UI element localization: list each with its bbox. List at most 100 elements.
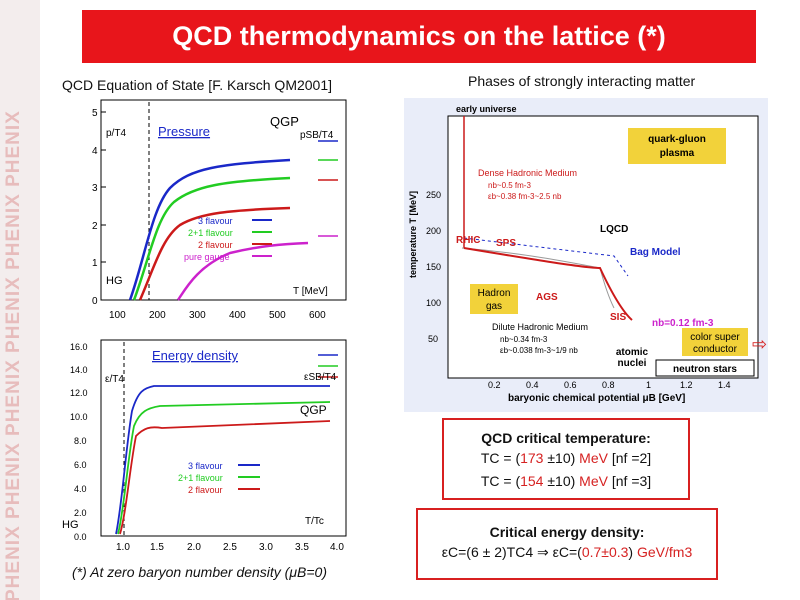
pressure-y-tick: 1	[92, 258, 98, 269]
lqcd-label: LQCD	[600, 224, 628, 235]
early-universe-label: early universe	[456, 104, 517, 114]
color-super-box	[682, 328, 748, 356]
ec-formula: εC=(6 ± 2)TC4 ⇒ εC=(0.7±0.3) GeV/fm3	[418, 544, 716, 561]
phase-x-tick: 0.4	[526, 380, 539, 390]
energy-curve-21flavour	[117, 401, 331, 535]
phase-x-tick: 0.2	[488, 380, 501, 390]
phase-diagram: quark-gluon plasma early universe Dense …	[404, 98, 768, 412]
energy-x-tick: 1.5	[150, 542, 164, 553]
energy-x-tick: 1.0	[116, 542, 130, 553]
side-watermark-strip: PHENIX PHENIX PHENIX PHENIX PHENIX PHENI…	[0, 0, 40, 600]
energy-plot: 0.0 2.0 4.0 6.0 8.0 10.0 12.0 14.0 16.0 …	[62, 339, 347, 553]
energy-ylabel: ε/T4	[105, 374, 124, 385]
right-arrow-icon: ⇨	[752, 334, 768, 354]
pressure-x-tick: 400	[229, 310, 246, 321]
phase-y-tick: 50	[428, 334, 438, 344]
tc1-err: ±10)	[543, 450, 580, 466]
qgp-box-line1: quark-gluon	[648, 134, 706, 145]
pressure-frame	[100, 99, 347, 301]
energy-y-tick: 2.0	[74, 508, 87, 518]
eos-caption: QCD Equation of State [F. Karsch QM2001]	[62, 77, 333, 93]
hadron-gas-line1: Hadron	[478, 288, 511, 299]
bag-model-curve	[463, 237, 629, 277]
pressure-qgp-label: QGP	[270, 114, 299, 129]
energy-hg-label: HG	[62, 519, 79, 531]
energy-legend: 3 flavour 2+1 flavour 2 flavour	[178, 461, 260, 495]
tc-heading: QCD critical temperature:	[481, 430, 651, 446]
phase-x-tick: 1	[646, 380, 651, 390]
energy-curve-3flavour	[115, 385, 330, 535]
color-super-line1: color super	[690, 332, 740, 343]
phenix-watermark: PHENIX PHENIX PHENIX PHENIX PHENIX PHENI…	[3, 110, 24, 600]
phase-y-tick: 150	[426, 262, 441, 272]
energy-legend-21: 2+1 flavour	[178, 473, 223, 483]
energy-legend-3: 3 flavour	[188, 461, 223, 471]
pressure-legend: 3 flavour 2+1 flavour 2 flavour pure gau…	[184, 216, 272, 262]
tc-line-nf3: TC = (154 ±10) MeV [nf =3]	[444, 473, 688, 489]
neutron-stars-box	[655, 359, 755, 377]
tc2-value: 154	[520, 473, 544, 489]
pressure-y-tick: 5	[92, 108, 98, 119]
phase-x-tick: 0.8	[602, 380, 615, 390]
energy-title: Energy density	[152, 348, 238, 363]
phase-y-ticks: 50 100 150 200 250	[426, 190, 441, 344]
pressure-hg-label: HG	[106, 275, 123, 287]
dilute-medium-eb: εb~0.038 fm-3~1/9 nb	[500, 346, 578, 355]
phase-x-tick: 1.4	[718, 380, 731, 390]
footnote: (*) At zero baryon number density (μB=0)	[72, 564, 327, 580]
phase-x-tick: 1.2	[680, 380, 693, 390]
hadron-gas-line2: gas	[486, 301, 502, 312]
energy-y-tick: 14.0	[70, 365, 88, 375]
legend-puregauge: pure gauge	[184, 252, 230, 262]
energy-xlabel: T/Tc	[305, 516, 324, 527]
energy-legend-2: 2 flavour	[188, 485, 223, 495]
phase-y-tick: 250	[426, 190, 441, 200]
tc1-unit: MeV	[579, 450, 608, 466]
atomic-nuclei-line1: atomic	[616, 347, 649, 358]
bag-model-label: Bag Model	[630, 247, 681, 258]
neutron-stars-label: neutron stars	[673, 364, 737, 375]
legend-3flavour: 3 flavour	[198, 216, 233, 226]
pressure-plot: 0 1 2 3 4 5 100 200 300 400 500 600 p/T4…	[92, 99, 347, 321]
pressure-curve-3flavour	[128, 158, 291, 301]
phase-y-tick: 100	[426, 298, 441, 308]
energy-y-tick: 16.0	[70, 342, 88, 352]
energy-y-tick: 8.0	[74, 436, 87, 446]
pressure-y-tick: 3	[92, 183, 98, 194]
pressure-y-tick: 4	[92, 146, 98, 157]
atomic-nuclei-line2: nuclei	[618, 358, 647, 369]
title-bar	[82, 10, 756, 63]
freezeout-curve	[463, 247, 633, 321]
energy-y-tick: 12.0	[70, 388, 88, 398]
tc2-suffix: [nf =3]	[607, 473, 652, 489]
energy-sb-label: εSB/T4	[304, 372, 337, 383]
rhic-label: RHIC	[456, 235, 480, 246]
nb-label: nb=0.12 fm-3	[652, 318, 714, 329]
energy-x-tick: 4.0	[330, 542, 344, 553]
phase-y-tick: 200	[426, 226, 441, 236]
pressure-curve-21flavour	[132, 176, 291, 301]
critical-energy-box: Critical energy density: εC=(6 ± 2)TC4 ⇒…	[416, 508, 718, 580]
phase-x-tick: 0.6	[564, 380, 577, 390]
slide-title: QCD thermodynamics on the lattice (*)	[172, 21, 666, 51]
pressure-xlabel: T [MeV]	[293, 286, 328, 297]
color-super-line2: conductor	[693, 344, 738, 355]
pressure-x-tick: 200	[149, 310, 166, 321]
ec-formula-close: )	[628, 544, 637, 560]
dense-medium-eb: εb~0.38 fm-3~2.5 nb	[488, 192, 562, 201]
energy-x-tick: 3.0	[259, 542, 273, 553]
dilute-medium-title: Dilute Hadronic Medium	[492, 322, 588, 332]
energy-x-tick: 3.5	[295, 542, 309, 553]
energy-qgp-label: QGP	[300, 403, 327, 417]
energy-x-tick: 2.5	[223, 542, 237, 553]
ec-formula-left: εC=(6 ± 2)TC4 ⇒ εC=(	[441, 544, 582, 560]
energy-x-tick: 2.0	[187, 542, 201, 553]
tc1-suffix: [nf =2]	[607, 450, 652, 466]
tc-line-nf2: TC = (173 ±10) MeV [nf =2]	[444, 450, 688, 466]
phase-x-ticks: 0.2 0.4 0.6 0.8 1 1.2 1.4	[488, 380, 731, 390]
qgp-box-line2: plasma	[660, 148, 695, 159]
ec-formula-value: 0.7±0.3	[581, 544, 629, 560]
pressure-ylabel: p/T4	[106, 128, 126, 139]
pressure-title: Pressure	[158, 124, 210, 139]
energy-y-tick: 4.0	[74, 484, 87, 494]
